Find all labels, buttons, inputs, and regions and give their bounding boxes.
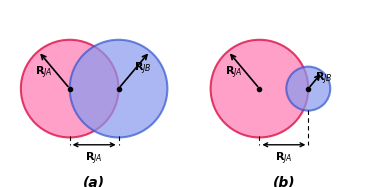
Text: R$_{JA}$: R$_{JA}$ bbox=[225, 64, 243, 81]
Text: R$_{JB}$: R$_{JB}$ bbox=[134, 61, 152, 77]
Text: (a): (a) bbox=[83, 175, 105, 187]
Text: R$_{JA}$: R$_{JA}$ bbox=[85, 151, 103, 167]
Circle shape bbox=[21, 40, 119, 137]
Circle shape bbox=[286, 67, 330, 111]
Circle shape bbox=[70, 40, 167, 137]
Text: R$_{JA}$: R$_{JA}$ bbox=[36, 64, 53, 81]
Text: R$_{JA}$: R$_{JA}$ bbox=[275, 151, 293, 167]
Text: (b): (b) bbox=[273, 175, 295, 187]
Text: R$_{JB}$: R$_{JB}$ bbox=[315, 71, 333, 87]
Circle shape bbox=[211, 40, 308, 137]
